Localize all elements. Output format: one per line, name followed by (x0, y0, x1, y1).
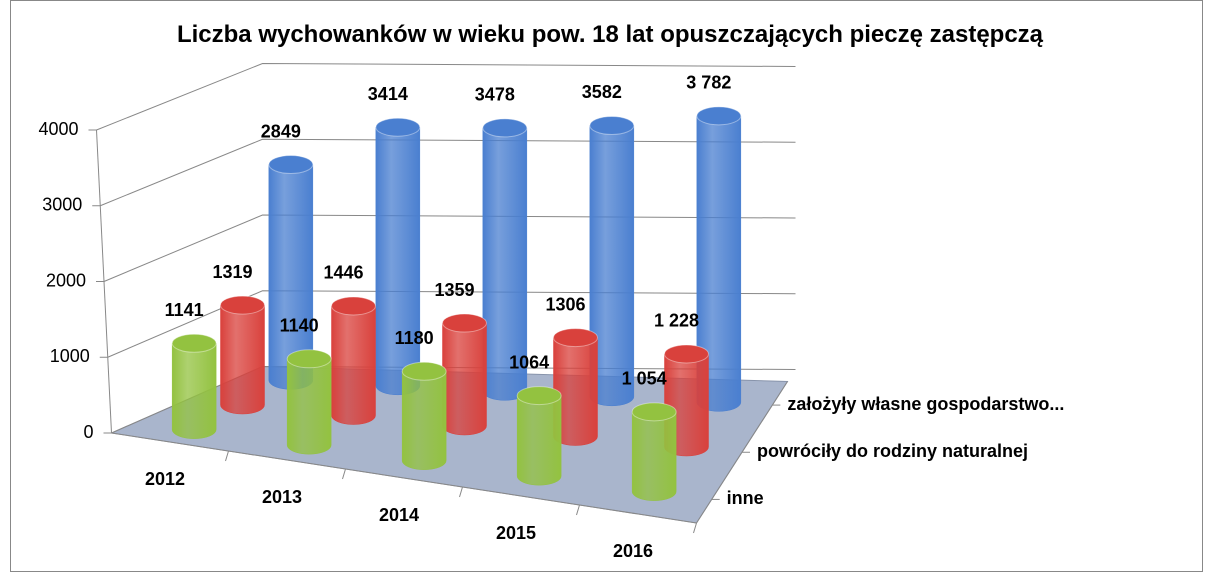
cylinder (442, 313, 487, 436)
value-label: 3582 (582, 82, 622, 102)
cylinder-body (171, 342, 217, 439)
x-tick-label: 2013 (262, 487, 302, 507)
value-label: 3478 (475, 85, 515, 105)
value-label: 1446 (323, 263, 363, 283)
cylinder-top (696, 106, 742, 126)
y-tick-label: 1000 (50, 346, 90, 366)
cylinder (268, 155, 314, 390)
cylinder (553, 328, 598, 446)
grid-line (103, 214, 796, 282)
cylinder (516, 386, 562, 486)
cylinder (171, 333, 217, 439)
value-label: 1180 (395, 328, 434, 348)
x-tick (459, 486, 463, 498)
value-label: 1141 (165, 300, 204, 320)
value-label: 1 228 (654, 311, 699, 331)
cylinder-body (375, 126, 421, 396)
cylinder-top (442, 313, 487, 333)
cylinder-body (442, 322, 487, 436)
chart-title: Liczba wychowanków w wieku pow. 18 lat o… (176, 21, 1044, 48)
cylinder-body (286, 358, 332, 455)
cylinder-top (589, 115, 635, 135)
cylinder (401, 361, 447, 470)
value-label: 1064 (509, 352, 549, 372)
cylinder-top (268, 155, 314, 175)
cylinder-top (375, 117, 421, 137)
cylinder-top (553, 328, 598, 348)
cylinder-top (631, 402, 677, 422)
x-tick-label: 2014 (379, 505, 419, 525)
cylinder-top (286, 349, 332, 369)
cylinder-body (220, 304, 265, 415)
cylinder-top (220, 295, 265, 315)
y-tick-label: 0 (83, 422, 93, 442)
legend-label: założyły własne gospodarstwo... (787, 394, 1064, 414)
grid-line (100, 138, 796, 207)
x-tick (342, 468, 346, 480)
cylinder-top (516, 386, 562, 406)
cylinder-top (331, 296, 376, 316)
cylinder (286, 349, 332, 455)
value-label: 3 782 (686, 73, 731, 93)
frame (10, 0, 1203, 572)
x-tick (576, 504, 580, 516)
cylinder-top (171, 333, 217, 353)
x-tick-label: 2016 (613, 541, 653, 561)
cylinder-body (631, 411, 677, 501)
value-label: 1306 (545, 294, 585, 314)
legend-label: inne (727, 488, 764, 508)
grid-line (96, 62, 796, 131)
y-tick-label: 2000 (46, 270, 86, 290)
x-tick-label: 2012 (145, 469, 185, 489)
value-label: 2849 (261, 121, 301, 141)
value-label: 1140 (280, 316, 319, 336)
value-label: 1 054 (622, 369, 667, 389)
cylinder-top (664, 344, 709, 364)
cylinder (631, 402, 677, 501)
cylinder-body (516, 395, 562, 486)
cylinder (331, 296, 376, 425)
cylinder-top (482, 118, 528, 138)
y-tick-label: 4000 (38, 119, 78, 139)
cylinder-body (401, 371, 447, 470)
x-tick (225, 450, 229, 462)
value-label: 3414 (368, 84, 408, 104)
cylinder (375, 117, 421, 396)
value-label: 1319 (212, 262, 252, 282)
cylinder-top (401, 361, 447, 381)
cylinder-body (331, 305, 376, 425)
front-edge (111, 432, 697, 524)
x-tick (693, 522, 697, 534)
y-tick-label: 3000 (42, 195, 82, 215)
value-label: 1359 (434, 280, 474, 300)
cylinder (589, 115, 635, 407)
cylinder (220, 295, 265, 415)
x-tick-label: 2015 (496, 523, 536, 543)
legend-label: powróciły do rodziny naturalnej (757, 441, 1028, 461)
